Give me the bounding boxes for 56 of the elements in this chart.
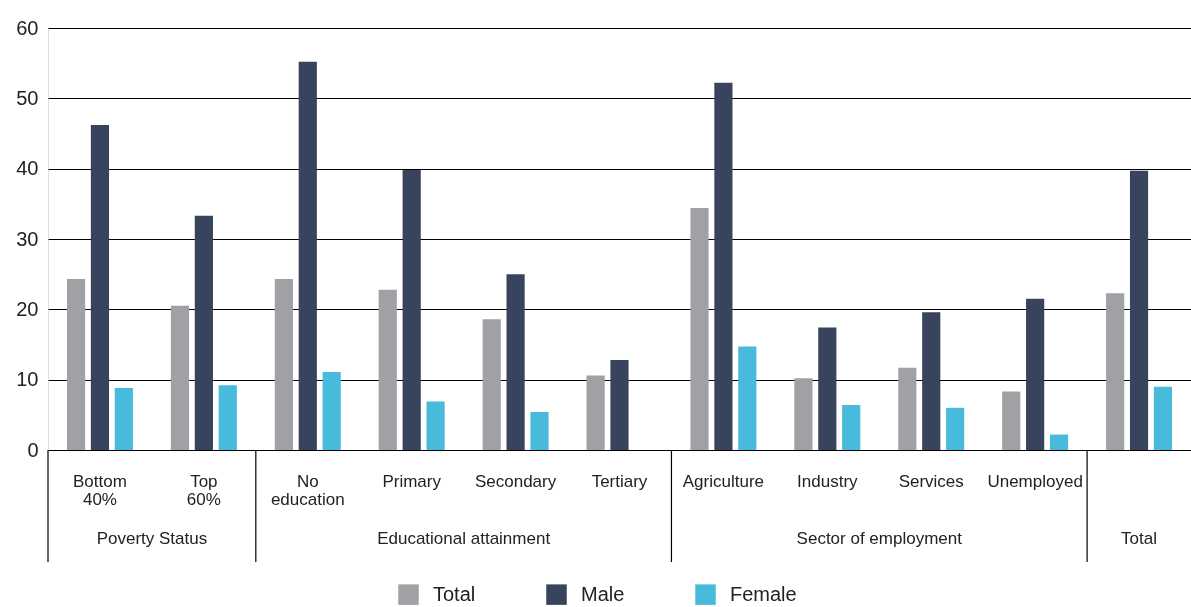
bar — [170, 305, 190, 450]
bar — [1129, 170, 1149, 450]
bar — [66, 279, 86, 450]
legend-label: Total — [433, 582, 476, 605]
y-tick-label: 60 — [16, 16, 39, 39]
bar — [898, 367, 917, 450]
x-tick-label: Industry — [797, 472, 859, 491]
x-tick-label: Top 60% — [186, 472, 221, 509]
bar — [506, 274, 525, 450]
text: Total — [1121, 529, 1158, 548]
text: Poverty Status — [96, 529, 208, 548]
bar — [1002, 391, 1021, 450]
legend-label: Female — [730, 582, 797, 605]
bar — [530, 412, 549, 450]
bar — [586, 375, 605, 450]
bar — [194, 215, 213, 450]
legend-label: Male — [581, 582, 625, 605]
bar — [114, 388, 133, 450]
bar — [90, 125, 110, 450]
bar — [482, 319, 501, 450]
bar — [402, 170, 421, 450]
y-tick-label: 20 — [16, 297, 39, 320]
y-tick-label: 30 — [16, 227, 39, 250]
x-tick-label: Unemployed — [987, 472, 1083, 491]
bar — [322, 371, 341, 450]
bar — [922, 312, 941, 450]
bar — [714, 82, 733, 450]
bar — [218, 385, 237, 450]
bar — [738, 346, 757, 450]
bar — [426, 401, 445, 450]
text: Educational attainment — [377, 529, 551, 548]
bar — [1106, 293, 1125, 450]
text: Sector of employment — [796, 529, 963, 548]
bar — [818, 327, 837, 450]
y-tick-label: 40 — [16, 157, 39, 180]
bar — [946, 407, 965, 450]
bar — [1153, 386, 1173, 450]
x-tick-label: Services — [898, 472, 964, 491]
x-tick-label: Bottom 40% — [73, 472, 127, 509]
bar — [794, 378, 813, 450]
bar — [842, 404, 861, 450]
x-tick-label: No education — [270, 472, 345, 509]
bar — [378, 289, 397, 450]
x-tick-label: Agriculture — [682, 472, 765, 491]
bar — [298, 61, 317, 450]
x-tick-label: Tertiary — [591, 472, 648, 491]
bar — [610, 359, 629, 450]
bar — [1026, 298, 1045, 450]
x-tick-label: Secondary — [474, 472, 557, 491]
bar — [274, 279, 293, 450]
y-tick-label: 50 — [16, 86, 39, 109]
y-tick-label: 0 — [27, 438, 39, 461]
x-tick-label: Primary — [382, 472, 442, 491]
bar — [1049, 434, 1069, 450]
y-tick-label: 10 — [16, 368, 39, 391]
bar — [690, 208, 709, 450]
